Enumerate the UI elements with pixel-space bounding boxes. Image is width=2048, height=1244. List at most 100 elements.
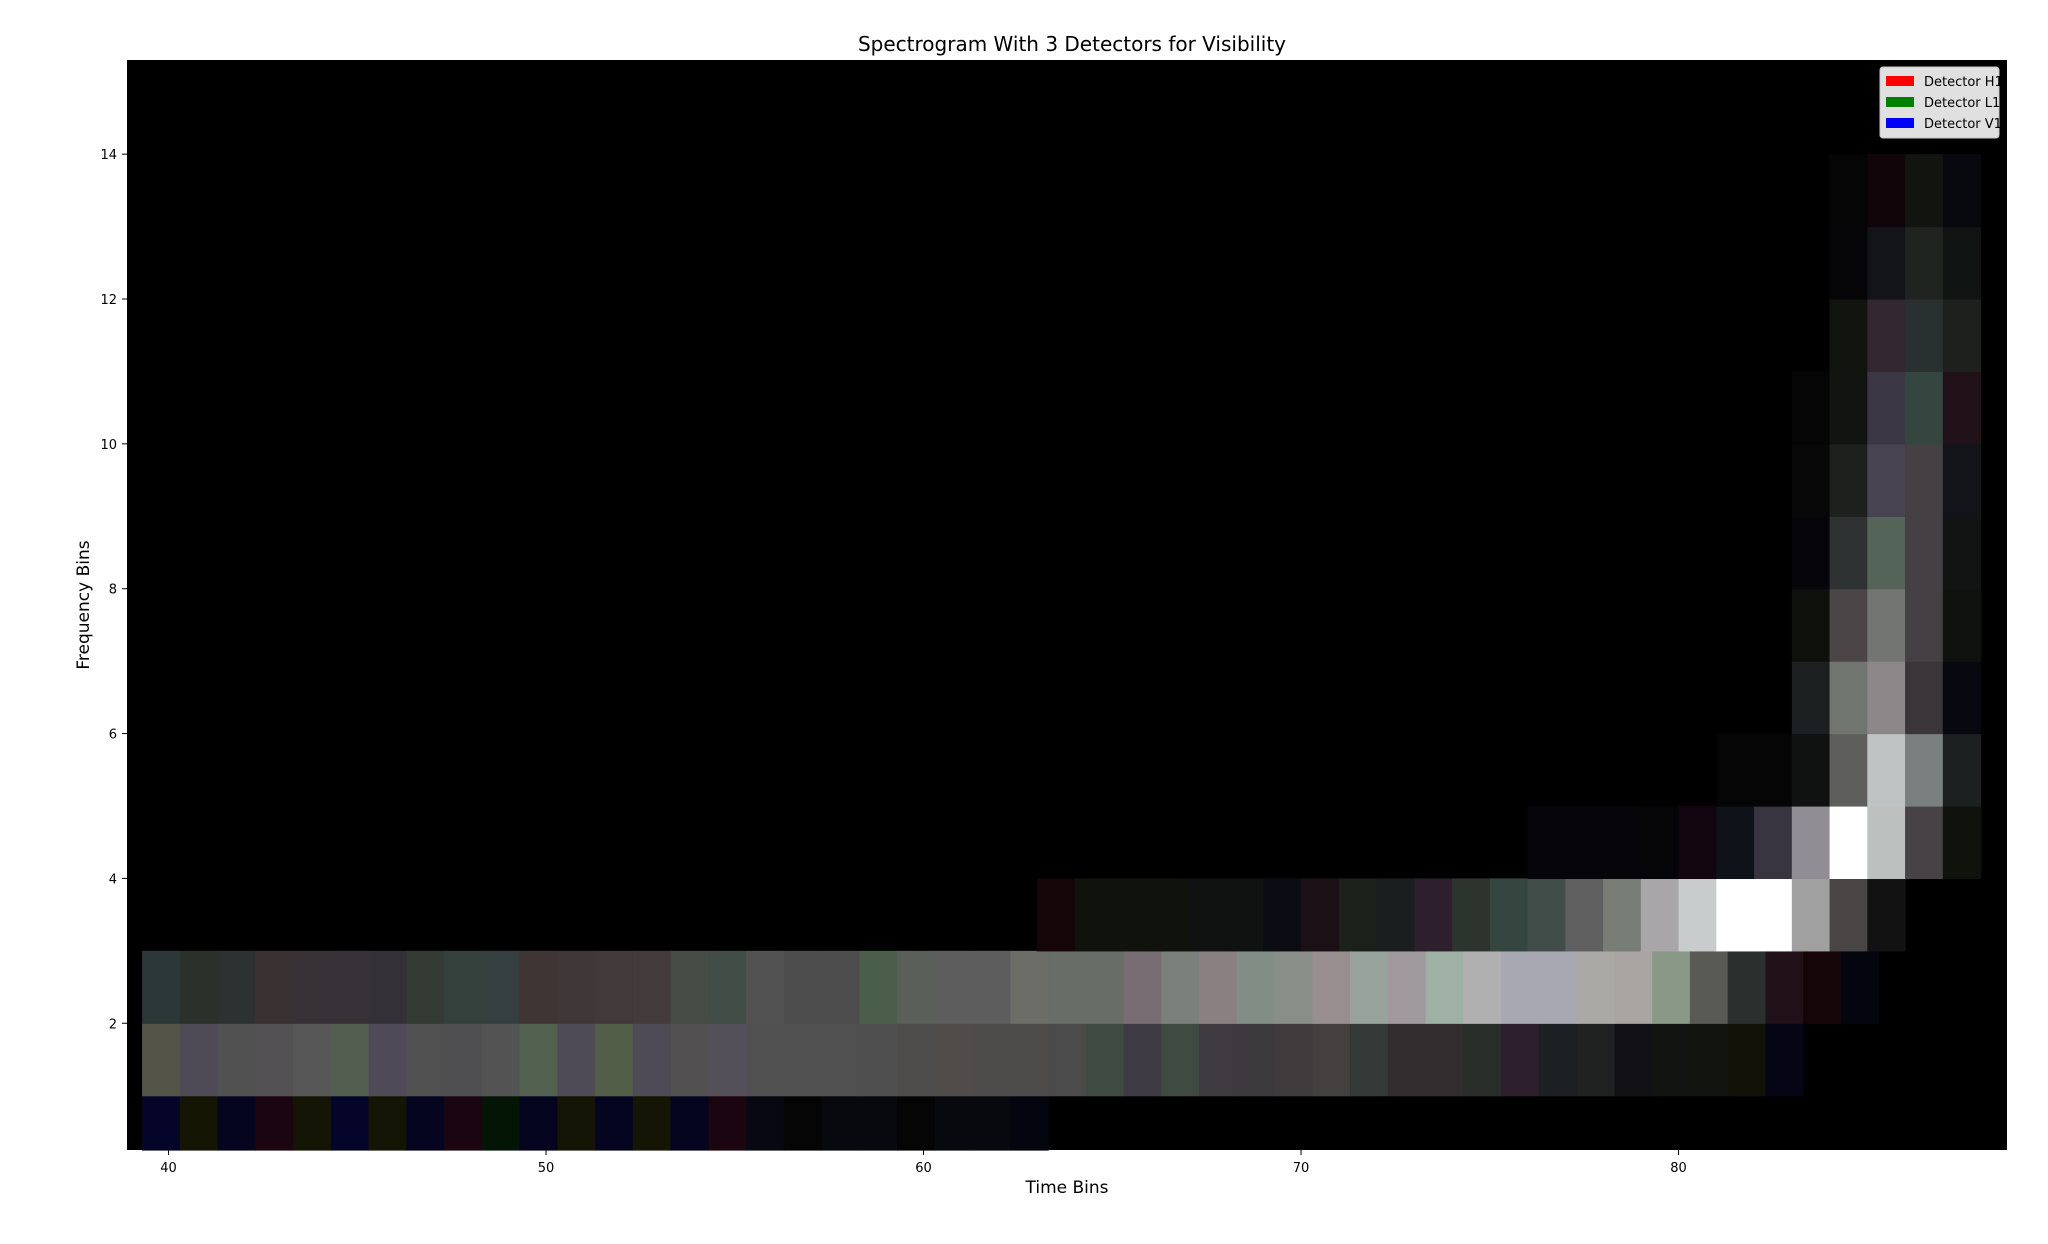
heatmap-cell bbox=[972, 1095, 1011, 1151]
heatmap-cell bbox=[330, 950, 370, 1024]
heatmap-cell bbox=[179, 1023, 219, 1097]
heatmap-cell bbox=[444, 1095, 483, 1151]
heatmap-cell bbox=[1689, 950, 1729, 1024]
heatmap-cell bbox=[406, 950, 445, 1024]
heatmap-cell bbox=[1829, 733, 1868, 807]
heatmap-cell bbox=[1538, 950, 1578, 1024]
heatmap-cell bbox=[519, 950, 558, 1024]
heatmap-cell bbox=[1614, 950, 1653, 1024]
heatmap-cell bbox=[972, 950, 1011, 1024]
heatmap-cell bbox=[1565, 878, 1604, 952]
heatmap-cell bbox=[217, 950, 256, 1024]
x-tick-label: 70 bbox=[1293, 1161, 1310, 1176]
heatmap-cell bbox=[179, 950, 219, 1024]
heatmap-cell bbox=[746, 950, 785, 1024]
heatmap-cell bbox=[1867, 588, 1906, 662]
heatmap-cell bbox=[1791, 443, 1831, 517]
heatmap-cell bbox=[1010, 1023, 1049, 1097]
y-tick-label: 4 bbox=[109, 872, 117, 887]
heatmap-cell bbox=[1803, 950, 1842, 1024]
heatmap-cell bbox=[1942, 516, 1982, 590]
heatmap-cell bbox=[1754, 878, 1793, 952]
heatmap-cell bbox=[1527, 878, 1566, 952]
heatmap-cell bbox=[1867, 661, 1906, 735]
heatmap-cell bbox=[1791, 516, 1831, 590]
x-tick-label: 60 bbox=[915, 1161, 932, 1176]
heatmap-cell bbox=[1942, 154, 1982, 228]
heatmap-cell bbox=[1565, 805, 1604, 880]
heatmap-cell bbox=[1829, 443, 1868, 517]
heatmap-cell bbox=[481, 1095, 521, 1151]
heatmap-cell bbox=[368, 1095, 407, 1151]
heatmap-cell bbox=[1716, 805, 1755, 880]
heatmap-cell bbox=[1199, 1023, 1238, 1097]
heatmap-cell bbox=[217, 1095, 256, 1151]
heatmap-cell bbox=[1905, 661, 1944, 735]
heatmap-cell bbox=[1652, 1023, 1691, 1097]
heatmap-cell bbox=[821, 950, 860, 1024]
heatmap-cell bbox=[708, 950, 747, 1024]
heatmap-cell bbox=[1905, 805, 1944, 880]
heatmap-cell bbox=[1716, 733, 1755, 807]
y-tick-label: 8 bbox=[109, 583, 117, 598]
heatmap-cell bbox=[1727, 950, 1766, 1024]
heatmap-cell bbox=[1867, 226, 1906, 300]
heatmap-cell bbox=[293, 1095, 332, 1151]
heatmap-cell bbox=[1640, 878, 1680, 952]
heatmap-cell bbox=[1312, 1023, 1351, 1097]
heatmap-cell bbox=[1689, 1023, 1729, 1097]
heatmap-cell bbox=[557, 1095, 596, 1151]
heatmap-cell bbox=[595, 1095, 634, 1151]
heatmap-cell bbox=[1942, 443, 1982, 517]
heatmap-cell bbox=[1010, 950, 1049, 1024]
heatmap-cell bbox=[481, 1023, 521, 1097]
heatmap-cell bbox=[1463, 1023, 1502, 1097]
heatmap-cell bbox=[1867, 443, 1906, 517]
heatmap-cell bbox=[1829, 588, 1868, 662]
heatmap-cell bbox=[1867, 299, 1906, 373]
heatmap-cell bbox=[1942, 805, 1982, 880]
heatmap-cell bbox=[1425, 950, 1464, 1024]
heatmap-cell bbox=[595, 950, 634, 1024]
heatmap-cell bbox=[821, 1095, 860, 1151]
heatmap-cell bbox=[1576, 1023, 1615, 1097]
heatmap-cell bbox=[972, 1023, 1011, 1097]
heatmap-cell bbox=[1603, 878, 1642, 952]
heatmap-cell bbox=[1123, 1023, 1162, 1097]
heatmap-cell bbox=[1274, 950, 1313, 1024]
heatmap-cell bbox=[1791, 878, 1831, 952]
heatmap-cell bbox=[481, 950, 521, 1024]
y-tick-label: 12 bbox=[100, 293, 117, 308]
heatmap-cell bbox=[1452, 878, 1491, 952]
heatmap-cell bbox=[406, 1023, 445, 1097]
heatmap-cell bbox=[859, 1023, 898, 1097]
heatmap-cell bbox=[1603, 805, 1642, 880]
heatmap-cell bbox=[1463, 950, 1502, 1024]
heatmap-cell bbox=[1840, 950, 1880, 1024]
y-tick-label: 2 bbox=[109, 1017, 117, 1032]
heatmap-cell bbox=[1199, 950, 1238, 1024]
heatmap-cell bbox=[1678, 878, 1717, 952]
heatmap-cell bbox=[1754, 805, 1793, 880]
heatmap-cell bbox=[595, 1023, 634, 1097]
heatmap-cell bbox=[1376, 878, 1415, 952]
heatmap-cell bbox=[444, 950, 483, 1024]
heatmap-cell bbox=[1942, 588, 1982, 662]
heatmap-cell bbox=[1527, 805, 1566, 880]
heatmap-cell bbox=[1501, 1023, 1540, 1097]
legend-swatch bbox=[1886, 118, 1914, 128]
heatmap-cell bbox=[1867, 371, 1906, 445]
heatmap-cell bbox=[368, 1023, 407, 1097]
heatmap-cell bbox=[1867, 154, 1906, 228]
legend-swatch bbox=[1886, 76, 1914, 86]
heatmap-cell bbox=[1905, 299, 1944, 373]
heatmap-cell bbox=[1387, 1023, 1427, 1097]
heatmap-cell bbox=[1829, 371, 1868, 445]
heatmap-cell bbox=[821, 1023, 860, 1097]
heatmap-cell bbox=[783, 1023, 823, 1097]
heatmap-cell bbox=[1350, 950, 1389, 1024]
legend-label: Detector V1 bbox=[1924, 117, 2002, 132]
heatmap-cell bbox=[934, 1095, 974, 1151]
heatmap-cell bbox=[1036, 878, 1076, 952]
heatmap-cell bbox=[293, 950, 332, 1024]
